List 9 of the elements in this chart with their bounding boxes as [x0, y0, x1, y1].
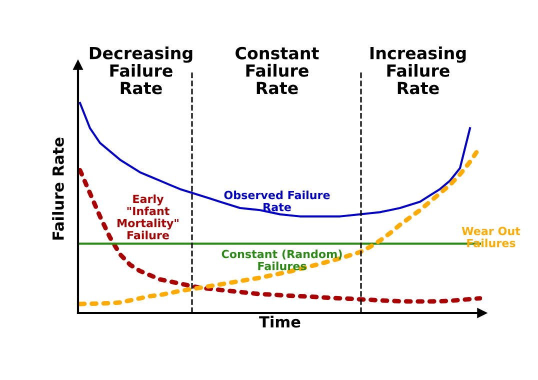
series-label: Early "Infant Mortality" Failure: [118, 194, 178, 240]
text: Constant Failure Rate: [236, 46, 319, 94]
y-axis-title: Failure Rate: [52, 138, 64, 240]
series-label: Observed Failure Rate: [224, 190, 330, 212]
text: Increasing Failure Rate: [370, 46, 466, 94]
text: Wear Out Failures: [462, 226, 520, 248]
series-label: Constant (Random) Failures: [222, 250, 342, 270]
text: Decreasing Failure Rate: [90, 46, 192, 94]
x-axis-title: Time: [259, 316, 300, 328]
